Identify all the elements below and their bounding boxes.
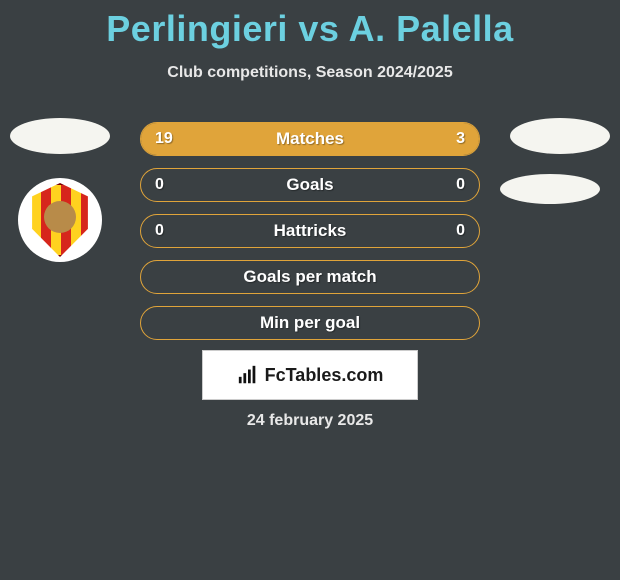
vs-text: vs [298,8,339,49]
player1-club-crest [18,178,102,262]
subtitle: Club competitions, Season 2024/2025 [0,64,620,82]
stat-row-hattricks: Hattricks0 0 [140,214,480,248]
stat-label: Matches [141,123,479,155]
stat-label: Goals [141,169,479,201]
stat-row-min-per-goal: Min per goal [140,306,480,340]
stat-label: Goals per match [141,261,479,293]
comparison-bars: Matches193Goals00Hattricks00Goals per ma… [140,122,480,352]
player2-avatar-placeholder [510,118,610,154]
stat-value-right: 0 [456,215,465,247]
brand-badge: FcTables.com [202,350,418,400]
player2-name: A. Palella [349,8,514,49]
stat-value-left: 0 [155,215,164,247]
player1-avatar-placeholder [10,118,110,154]
stat-row-goals: Goals0 0 [140,168,480,202]
page-title: Perlingieri vs A. Palella [0,0,620,50]
stat-value-left: 19 [155,123,173,155]
stat-row-goals-per-match: Goals per match [140,260,480,294]
barchart-icon [237,364,259,386]
benevento-shield-icon [29,183,91,257]
stat-label: Hattricks [141,215,479,247]
player1-name: Perlingieri [106,8,288,49]
stat-value-left: 0 [155,169,164,201]
date-stamp: 24 february 2025 [0,412,620,430]
brand-text: FcTables.com [265,365,384,386]
stat-row-matches: Matches19 3 [140,122,480,156]
player2-club-placeholder [500,174,600,204]
stat-value-right: 3 [456,123,465,155]
stat-label: Min per goal [141,307,479,339]
stat-value-right: 0 [456,169,465,201]
